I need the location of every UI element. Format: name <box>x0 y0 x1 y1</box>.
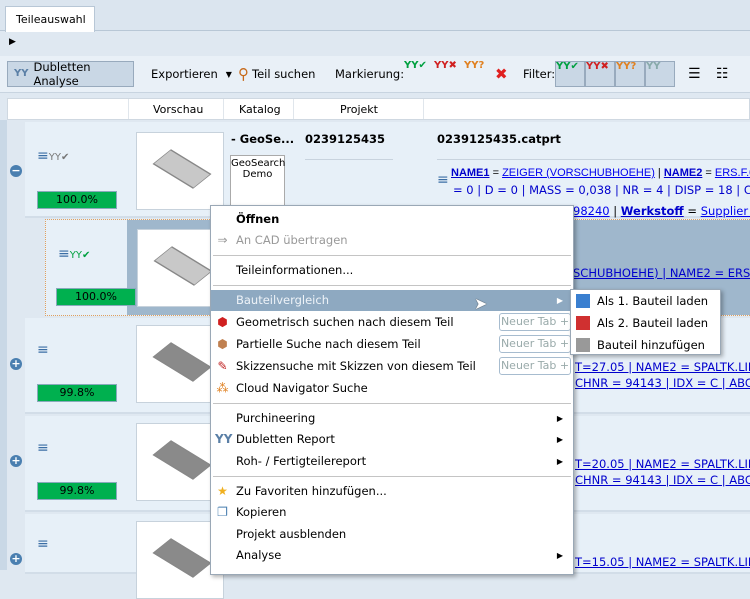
dubletten-analyse-button[interactable]: ΥΥ Dubletten Analyse <box>7 60 134 88</box>
menu-item-geometrisch[interactable]: ⬢ Geometrisch suchen nach diesem Teil Neue… <box>211 312 573 333</box>
dubletten-label: Dubletten Analyse <box>33 60 91 88</box>
col-katalog[interactable]: Katalog <box>239 103 281 116</box>
attribute-line[interactable]: NAME1 = ZEIGER (VORSCHUBHOEHE) | NAME2 =… <box>451 167 750 179</box>
load-part-1-icon <box>576 294 590 308</box>
filter-reject-icon[interactable]: ΥΥ✖ <box>585 61 615 87</box>
menu-item-bauteilvergleich[interactable]: Bauteilvergleich ▶ <box>211 290 573 311</box>
load-part-2-icon <box>576 316 590 330</box>
menu-item-cloud-navigator[interactable]: ⁂ Cloud Navigator Suche <box>216 381 368 395</box>
tree-view-icon[interactable]: ☰ <box>688 66 701 82</box>
menu-item-kopieren[interactable]: ❐ Kopieren <box>211 502 573 523</box>
submenu-arrow-icon: ▶ <box>556 435 563 444</box>
menu-item-teileinformationen[interactable]: Teileinformationen... <box>236 263 354 277</box>
preview-image[interactable] <box>136 325 224 403</box>
dropdown-arrow-icon: ▼ <box>225 69 232 79</box>
markierung-label: Markierung: <box>335 67 405 81</box>
column-header: Vorschau Katalog Projekt <box>7 98 750 120</box>
submenu-item-als-2[interactable]: Als 2. Bauteil laden <box>571 312 720 334</box>
col-vorschau[interactable]: Vorschau <box>153 103 204 116</box>
menu-item-projekt-ausblenden[interactable]: Projekt ausblenden <box>236 527 347 541</box>
preview-image[interactable] <box>136 132 224 210</box>
mark-ok-icon[interactable]: ΥΥ✔ <box>404 60 427 71</box>
submenu-item-hinzufuegen[interactable]: Bauteil hinzufügen <box>571 334 720 356</box>
list-icon: ≡ΥΥ✔ <box>37 148 70 164</box>
attribute-line[interactable]: T=15.05 | NAME2 = SPALTK.LINKS <box>575 555 750 569</box>
filter-label: Filter: <box>523 67 556 81</box>
add-part-icon <box>576 338 590 352</box>
list-icon: ≡ΥΥ✔ <box>58 246 91 262</box>
table-row[interactable]: ≡ΥΥ✔ 100.0% - GeoSe... GeoSearch Demo 02… <box>25 122 750 218</box>
list-icon: ≡ <box>37 536 49 552</box>
match-percent: 100.0% <box>37 191 117 209</box>
export-button[interactable]: Exportieren ▼ <box>151 61 232 87</box>
attribute-line[interactable]: T=20.05 | NAME2 = SPALTK.LINKS <box>575 457 750 471</box>
menu-item-purchineering[interactable]: Purchineering ▶ <box>211 408 573 429</box>
toolbar: ΥΥ Dubletten Analyse Exportieren ▼ ⚲ Teil … <box>0 56 750 93</box>
menu-item-dubletten-report[interactable]: ΥΥ Dubletten Report ▶ <box>211 429 573 450</box>
list-icon: ≡ <box>37 440 49 456</box>
new-tab-button[interactable]: Neuer Tab + <box>499 313 571 331</box>
attribute-line[interactable]: = 0 | D = 0 | MASS = 0,038 | NR = 4 | DI… <box>453 183 750 197</box>
mouse-cursor-icon: ➤ <box>474 294 488 313</box>
list-view-icon[interactable]: ☷ <box>716 66 729 82</box>
expand-arrow-icon[interactable]: ▶ <box>9 37 16 47</box>
duplicates-icon: ΥΥ <box>215 432 233 446</box>
cad-transfer-icon: ⇒ <box>217 233 228 247</box>
menu-item-favoriten[interactable]: ★ Zu Favoriten hinzufügen... <box>211 481 573 502</box>
export-label: Exportieren <box>151 67 218 81</box>
context-menu: Öffnen ⇒ An CAD übertragen Teileinformati… <box>210 205 574 575</box>
attribute-line[interactable]: SCHUBHOEHE) | NAME2 = ERS.F.0 <box>573 266 750 280</box>
tab-bar: Teileauswahl <box>0 0 750 32</box>
mark-reject-icon[interactable]: ΥΥ✖ <box>434 60 457 71</box>
menu-item-analyse[interactable]: Analyse ▶ <box>211 545 573 566</box>
filter-ok-icon[interactable]: ΥΥ✔ <box>555 61 585 87</box>
expand-icon[interactable]: + <box>10 454 22 467</box>
copy-icon: ❐ <box>217 505 228 519</box>
filter-unknown-icon[interactable]: ΥΥ? <box>615 61 645 87</box>
menu-item-partielle[interactable]: ⬢ Partielle Suche nach diesem Teil Neuer T… <box>211 334 573 355</box>
filter-none-icon[interactable]: ΥΥ <box>645 61 675 87</box>
teil-suchen-button[interactable]: ⚲ Teil suchen <box>238 61 315 87</box>
new-tab-button[interactable]: Neuer Tab + <box>499 357 571 375</box>
submenu-item-als-1[interactable]: Als 1. Bauteil laden <box>571 290 720 312</box>
attribute-line[interactable]: T=27.05 | NAME2 = SPALTK.LINKS <box>575 360 750 374</box>
expand-icon[interactable]: + <box>10 357 22 370</box>
magnifier-icon: ⚲ <box>238 65 249 83</box>
collapse-icon[interactable]: − <box>10 164 22 177</box>
geometric-search-icon: ⬢ <box>217 315 228 329</box>
new-tab-button[interactable]: Neuer Tab + <box>499 335 571 353</box>
duplicates-icon: ΥΥ <box>14 68 29 79</box>
tab-teileauswahl[interactable]: Teileauswahl <box>5 6 95 32</box>
menu-item-an-cad: ⇒ An CAD übertragen <box>211 230 573 251</box>
bauteilvergleich-submenu: Als 1. Bauteil laden Als 2. Bauteil lade… <box>570 289 721 355</box>
sketch-search-icon: ✎ <box>217 359 228 373</box>
project-number: 0239125435 <box>305 132 386 146</box>
clear-mark-icon[interactable]: ✖ <box>495 65 508 83</box>
menu-item-roh-fertigteilereport[interactable]: Roh- / Fertigteilereport ▶ <box>211 451 573 472</box>
menu-item-skizzensuche[interactable]: ✎ Skizzensuche mit Skizzen von diesem Tei… <box>211 356 573 377</box>
cloud-navigator-icon: ⁂ <box>216 381 229 395</box>
partial-search-icon: ⬢ <box>217 337 228 351</box>
preview-image[interactable] <box>136 423 224 501</box>
match-percent: 100.0% <box>56 288 136 306</box>
match-percent: 99.8% <box>37 384 117 402</box>
submenu-arrow-icon: ▶ <box>556 296 563 305</box>
match-percent: 99.8% <box>37 482 117 500</box>
list-icon: ≡ <box>37 342 49 358</box>
menu-item-oeffnen[interactable]: Öffnen <box>236 212 280 226</box>
submenu-arrow-icon: ▶ <box>556 551 563 560</box>
attribute-line[interactable]: CHNR = 94143 | IDX = C | ABCKZ = <box>575 473 750 487</box>
col-projekt[interactable]: Projekt <box>340 103 378 116</box>
submenu-arrow-icon: ▶ <box>556 457 563 466</box>
star-icon: ★ <box>217 484 228 498</box>
attribute-line[interactable]: CHNR = 94143 | IDX = C | ABCKZ = <box>575 376 750 390</box>
catalog-name: - GeoSe... <box>231 132 295 146</box>
expand-icon[interactable]: + <box>10 552 22 565</box>
mark-unknown-icon[interactable]: ΥΥ? <box>464 60 485 71</box>
list-icon: ≡ <box>437 172 449 188</box>
submenu-arrow-icon: ▶ <box>556 414 563 423</box>
file-name: 0239125435.catprt <box>437 132 561 146</box>
teil-suchen-label: Teil suchen <box>252 67 316 81</box>
attribute-line[interactable]: 98240 | Werkstoff = Supplier depe <box>573 204 750 218</box>
